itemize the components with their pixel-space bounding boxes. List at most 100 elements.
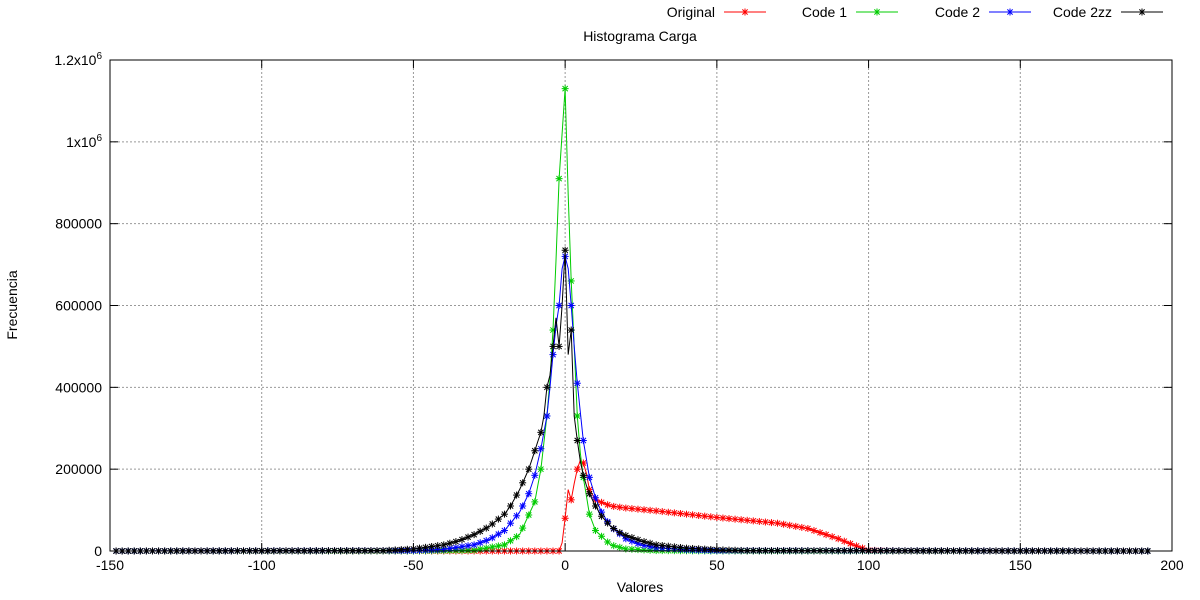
data-point-marker [664, 508, 672, 516]
y-tick-label: 0 [94, 543, 102, 559]
series-line [116, 250, 1151, 552]
data-point-marker [598, 512, 606, 520]
data-point-marker [519, 524, 527, 532]
legend-item: Code 2 [935, 4, 1031, 20]
legend-label: Code 1 [802, 4, 847, 20]
legend-item: Code 1 [802, 4, 898, 20]
data-point-marker [676, 510, 684, 518]
data-point-marker [543, 412, 551, 420]
data-point-marker [683, 544, 691, 552]
x-tick-label: -150 [96, 557, 124, 573]
data-point-marker [701, 545, 709, 553]
data-point-marker [731, 515, 739, 523]
data-point-marker [525, 511, 533, 519]
data-point-marker [549, 342, 557, 350]
data-point-marker [1138, 8, 1146, 16]
data-point-marker [519, 502, 527, 510]
data-point-marker [573, 379, 581, 387]
data-point-marker [567, 496, 575, 504]
data-point-marker [549, 351, 557, 359]
plot-frame [109, 59, 1173, 552]
data-point-marker [488, 520, 496, 528]
data-point-marker [780, 520, 788, 528]
data-point-marker [792, 522, 800, 530]
series-code-1 [112, 85, 1152, 555]
data-point-marker [585, 490, 593, 498]
data-point-marker [683, 510, 691, 518]
x-tick-label: 150 [1009, 557, 1033, 573]
legend-label: Original [667, 4, 715, 20]
data-point-marker [670, 509, 678, 517]
data-point-marker [543, 383, 551, 391]
data-point-marker [428, 542, 436, 550]
data-point-marker [500, 541, 508, 549]
data-point-marker [610, 542, 618, 550]
data-point-marker [391, 546, 399, 554]
data-point-marker [519, 479, 527, 487]
data-point-marker [537, 445, 545, 453]
data-point-marker [622, 531, 630, 539]
data-point-marker [476, 527, 484, 535]
legend-label: Code 2zz [1053, 4, 1112, 20]
data-point-marker [579, 437, 587, 445]
y-axis-label: Frecuencia [4, 270, 20, 339]
data-point-marker [500, 527, 508, 535]
data-point-marker [731, 546, 739, 554]
plot-series [112, 85, 1152, 555]
data-point-marker [507, 519, 515, 527]
data-point-marker [741, 8, 749, 16]
legend-label: Code 2 [935, 4, 980, 20]
data-point-marker [403, 545, 411, 553]
data-point-marker [598, 498, 606, 506]
data-point-marker [537, 465, 545, 473]
data-point-marker [743, 516, 751, 524]
x-tick-label: -50 [403, 557, 423, 573]
data-point-marker [810, 527, 818, 535]
data-point-marker [476, 545, 484, 553]
data-point-marker [422, 543, 430, 551]
data-point-marker [767, 519, 775, 527]
data-point-marker [482, 544, 490, 552]
data-point-marker [652, 507, 660, 515]
data-point-marker [531, 471, 539, 479]
data-point-marker [670, 543, 678, 551]
data-point-marker [488, 543, 496, 551]
data-point-marker [622, 504, 630, 512]
data-point-marker [470, 531, 478, 539]
data-point-marker [573, 412, 581, 420]
data-point-marker [1006, 8, 1014, 16]
data-point-marker [616, 543, 624, 551]
data-point-marker [415, 544, 423, 552]
data-point-marker [725, 546, 733, 554]
data-point-marker [567, 326, 575, 334]
axis-ticks: -150 -100 -50 0 50 100 150 200 0 200000 400000 6000… [54, 51, 1184, 573]
data-point-marker [537, 428, 545, 436]
data-point-marker [452, 544, 460, 552]
data-point-marker [695, 511, 703, 519]
data-point-marker [598, 532, 606, 540]
data-point-marker [755, 517, 763, 525]
data-point-marker [707, 513, 715, 521]
data-point-marker [646, 506, 654, 514]
x-tick-label: 0 [561, 557, 569, 573]
data-point-marker [573, 465, 581, 473]
data-point-marker [846, 540, 854, 548]
data-point-marker [452, 538, 460, 546]
y-tick-label: 1x106 [66, 133, 102, 150]
series-line [116, 88, 1151, 552]
y-tick-label: 400000 [55, 379, 102, 395]
data-point-marker [555, 342, 563, 350]
data-point-marker [737, 546, 745, 554]
legend: Original Code 1 Code 2 Code 2zz [667, 4, 1163, 20]
data-point-marker [464, 533, 472, 541]
data-point-marker [658, 542, 666, 550]
legend-item: Code 2zz [1053, 4, 1163, 20]
data-point-marker [828, 533, 836, 541]
data-point-marker [761, 518, 769, 526]
data-point-marker [664, 542, 672, 550]
data-point-marker [525, 490, 533, 498]
data-point-marker [476, 539, 484, 547]
data-point-marker [628, 534, 636, 542]
data-point-marker [573, 437, 581, 445]
